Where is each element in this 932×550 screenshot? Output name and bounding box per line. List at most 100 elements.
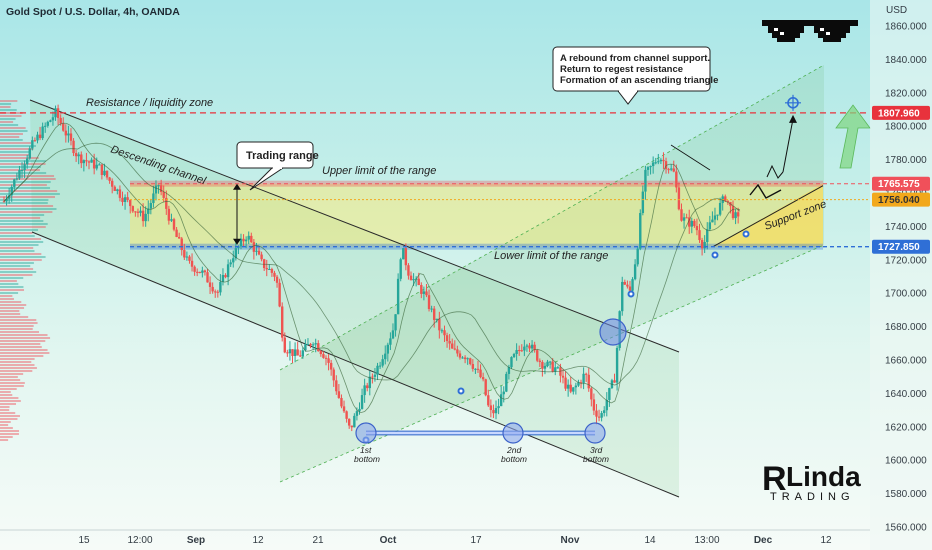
candle-body [515, 350, 518, 354]
moving-average-long [3, 142, 741, 386]
candle-body [350, 425, 353, 428]
candle-body [314, 343, 317, 345]
volume-bar [0, 106, 11, 108]
candle-body [703, 241, 706, 249]
candle-body [10, 186, 13, 196]
candle-body [275, 276, 279, 283]
third-bottom-label-2: bottom [583, 454, 609, 464]
candle-body [587, 374, 590, 389]
candle-body [216, 291, 220, 293]
candle-body [584, 373, 588, 375]
event-marker-dot [629, 292, 633, 296]
volume-bar [0, 331, 40, 333]
volume-bar [0, 385, 24, 387]
volume-bar [0, 124, 19, 126]
volume-bar [0, 406, 10, 408]
candle-body [378, 365, 382, 367]
volume-bar [0, 280, 17, 282]
price-tick-label: 1560.000 [885, 523, 927, 534]
candle-body [56, 108, 60, 118]
candle-body [18, 170, 21, 179]
volume-bar [0, 235, 35, 237]
price-tick-label: 1740.000 [885, 222, 927, 233]
candle-body [471, 363, 475, 369]
candle-body [44, 125, 47, 127]
candle-body [407, 265, 410, 276]
candle-body [347, 418, 351, 426]
candle-body [528, 345, 531, 349]
candle-body [693, 220, 696, 226]
candle-body [335, 380, 338, 392]
time-tick-label: Sep [187, 535, 205, 546]
candle-body [98, 164, 101, 166]
volume-bar [0, 319, 37, 321]
candle-body [711, 219, 714, 223]
candle-body [193, 266, 196, 272]
volume-bar [0, 322, 38, 324]
volume-bar [0, 340, 46, 342]
candle-body [214, 291, 217, 293]
candle-body [592, 399, 596, 411]
volume-bar [0, 430, 20, 432]
volume-bar [0, 166, 41, 168]
callout-line-1: A rebound from channel support. [560, 53, 710, 64]
volume-bar [0, 199, 49, 201]
price-axis-panel[interactable] [870, 0, 932, 550]
volume-bar [0, 352, 50, 354]
candle-body [46, 121, 49, 126]
volume-bar [0, 202, 48, 204]
price-tag-box [872, 192, 930, 207]
candle-body [605, 399, 608, 411]
candle-body [469, 358, 472, 364]
ascending-channel-fill [280, 65, 824, 482]
candle-body [492, 410, 495, 414]
candle-body [5, 198, 8, 202]
volume-bar [0, 130, 28, 132]
price-tick-label: 1700.000 [885, 289, 927, 300]
candle-body [667, 169, 670, 171]
candle-body [621, 281, 624, 312]
volume-bar [0, 433, 19, 435]
linda-trading-logo: R Linda TRADING [762, 460, 861, 503]
candle-body [301, 350, 305, 357]
candle-body [736, 212, 740, 217]
candle-body [525, 345, 529, 347]
price-tag-box [872, 176, 930, 191]
candle-body [188, 256, 191, 261]
volume-bar [0, 163, 46, 165]
volume-bar [0, 304, 27, 306]
volume-bar [0, 325, 34, 327]
candle-body [626, 284, 629, 287]
candle-body [118, 189, 122, 198]
candle-body [494, 408, 498, 414]
candle-body [399, 259, 402, 279]
candle-body [242, 238, 245, 242]
callout-line-2: Return to regest resistance [560, 64, 683, 75]
volume-bar [0, 187, 51, 189]
candle-body [474, 368, 477, 370]
candle-body [523, 346, 526, 351]
candle-body [183, 250, 186, 258]
price-tick-label: 1720.000 [885, 255, 927, 266]
volume-bar [0, 244, 39, 246]
volume-bar [0, 397, 19, 399]
candle-body [706, 229, 709, 242]
candle-body [25, 158, 29, 165]
candle-body [77, 154, 80, 157]
candle-body [391, 330, 395, 339]
candle-body [332, 369, 335, 381]
volume-bar [0, 379, 21, 381]
candle-body [646, 167, 650, 170]
second-bottom-label-2: bottom [501, 454, 527, 464]
candle-body [20, 170, 24, 172]
chart-title: Gold Spot / U.S. Dollar, 4h, OANDA [6, 6, 180, 18]
candle-body [342, 406, 346, 412]
candle-body [329, 362, 333, 370]
candle-body [31, 140, 34, 149]
candle-body [564, 377, 567, 389]
volume-bar [0, 277, 24, 279]
volume-bar [0, 223, 48, 225]
candle-body [453, 348, 456, 350]
candle-body [38, 134, 42, 139]
